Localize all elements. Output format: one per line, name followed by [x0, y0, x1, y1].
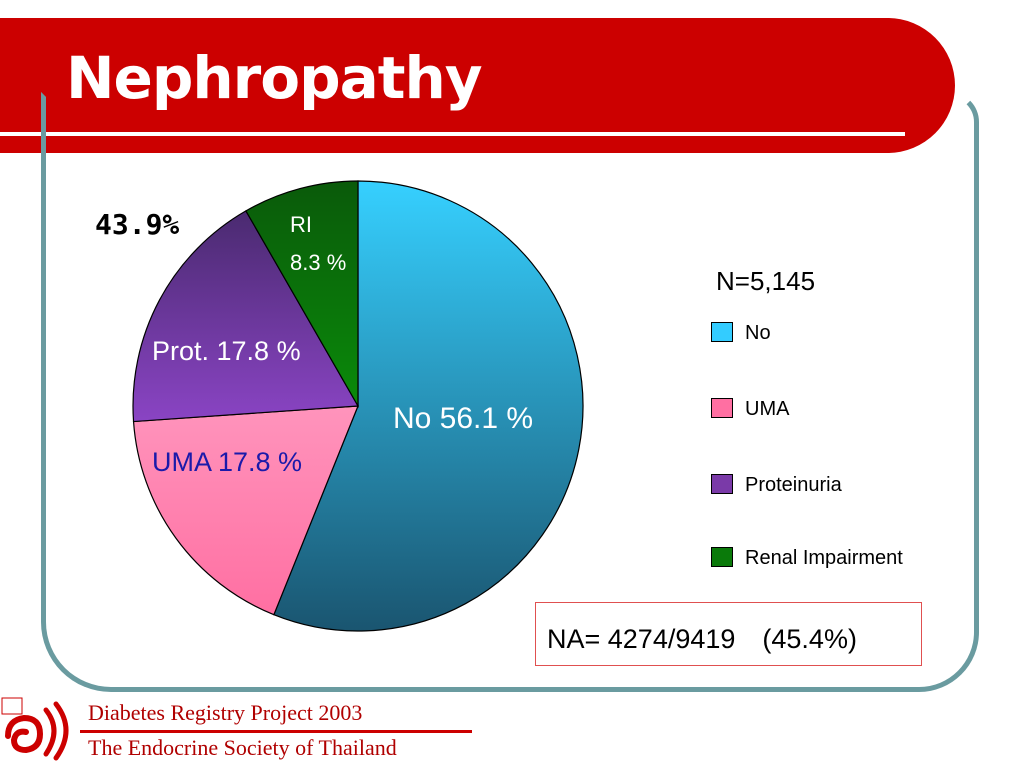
pie-slice-no: [273, 180, 584, 632]
slide-title: Nephropathy: [66, 44, 483, 112]
slice-label-no: No 56.1 %: [393, 402, 534, 435]
title-bar: [0, 18, 955, 153]
missing-data-note: NA= 4274/9419 (45.4%): [547, 624, 857, 654]
legend-swatch-renal-impairment: [711, 547, 733, 567]
legend-label-renal-impairment: Renal Impairment: [745, 547, 903, 569]
pie-slice-proteinuria: [132, 210, 359, 423]
legend-swatch-no: [711, 322, 733, 342]
slice-label-renal-impairment-line-1: RI: [290, 212, 312, 237]
sample-size-label: N=5,145: [716, 266, 816, 296]
missing-data-box: NA= 4274/9419 (45.4%): [535, 602, 922, 666]
slice-label-proteinuria: Prot. 17.8 %: [152, 336, 301, 366]
footer-project: Diabetes Registry Project 2003: [88, 700, 363, 725]
footer-organization: The Endocrine Society of Thailand: [88, 735, 397, 760]
pie-slice-uma: [132, 405, 359, 616]
legend-label-proteinuria: Proteinuria: [745, 474, 842, 496]
legend-label-no: No: [745, 322, 771, 344]
legend-item-proteinuria: Proteinuria: [711, 472, 971, 496]
slice-label-uma: UMA 17.8 %: [152, 447, 303, 477]
society-logo-icon: [0, 696, 74, 764]
abnormal-total-label: 43.9%: [95, 208, 180, 241]
legend-item-uma: UMA: [711, 396, 971, 420]
legend-label-uma: UMA: [745, 398, 790, 420]
legend-swatch-proteinuria: [711, 474, 733, 494]
content-frame: [41, 92, 979, 692]
slice-label-renal-impairment-line-2: 8.3 %: [290, 250, 347, 275]
pie-slice-renal-impairment: [245, 180, 359, 409]
title-rule: [0, 132, 905, 136]
legend-swatch-uma: [711, 398, 733, 418]
legend-item-no: No: [711, 320, 971, 344]
footer-rule: [80, 730, 472, 733]
legend-item-renal-impairment: Renal Impairment: [711, 545, 971, 569]
